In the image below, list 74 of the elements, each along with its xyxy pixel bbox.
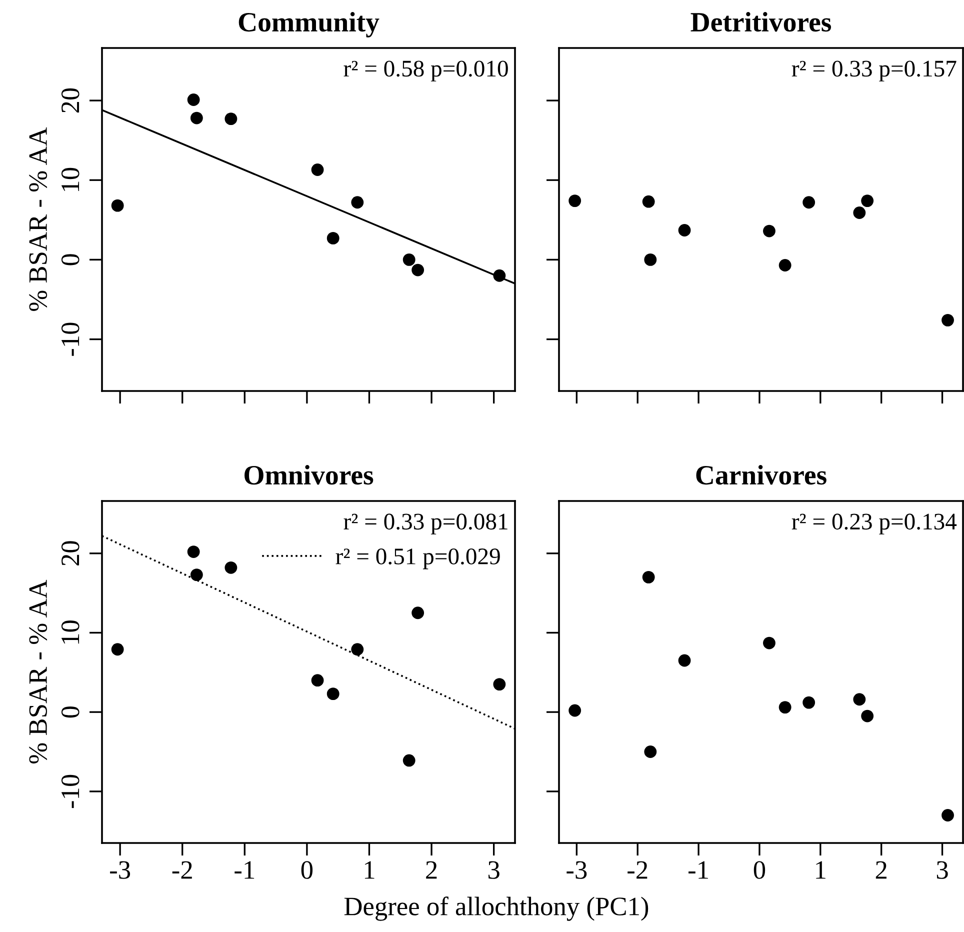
y-tick-label: 10 [61,168,80,191]
point [802,196,816,209]
point [778,259,792,272]
point [778,701,792,714]
x-tick-label: 3 [488,861,500,879]
y-tick-label: 0 [61,254,80,266]
point [493,269,506,282]
x-tick-label: 1 [816,861,826,879]
point [642,570,655,584]
point [311,164,324,176]
point [763,224,776,238]
x-tick-label: 3 [936,861,948,879]
point [568,704,582,717]
x-tick-label: 0 [754,861,766,879]
x-tick-label: -1 [688,861,708,879]
x-tick-label: -2 [172,861,192,879]
y-axis-title: % BSAR - % AA [29,580,48,764]
point [187,94,200,106]
x-tick-label: 0 [301,861,313,879]
legend-label: r² = 0.51 p=0.029 [336,548,500,570]
y-tick-label: -10 [61,322,80,356]
point [412,606,424,620]
x-tick-label: -3 [110,861,130,879]
point [942,314,954,326]
point [326,688,340,700]
y-axis-title: % BSAR - % AA [29,127,48,311]
x-tick-label: -3 [566,861,587,879]
annotation: r² = 0.23 p=0.134 [792,514,957,534]
x-axis-title: Degree of allochthony (PC1) [344,896,648,921]
point [402,253,416,266]
point [190,568,203,582]
point [763,636,776,650]
point [351,643,364,656]
annotation: r² = 0.33 p=0.157 [792,60,956,82]
chart-title: Detritivores [690,12,832,32]
point [802,696,816,709]
point [326,232,340,244]
point [224,112,238,126]
point [493,678,506,691]
point [853,693,866,706]
point [111,199,124,212]
point [351,196,364,209]
point [224,561,238,574]
point [861,194,874,208]
point [568,194,582,208]
point [311,674,324,687]
point [642,195,655,208]
x-tick-label: -1 [234,861,254,879]
y-tick-label: 20 [61,541,80,566]
chart-title: Carnivores [696,465,826,485]
point [111,643,124,656]
y-tick-label: -10 [61,774,80,808]
point [190,112,203,124]
x-tick-label: -2 [628,861,648,879]
point [644,253,657,266]
point [644,746,657,758]
x-tick-label: 1 [364,861,374,879]
y-tick-label: 0 [61,706,80,718]
x-tick-label: 2 [876,861,886,879]
point [861,710,874,722]
point [678,224,691,236]
annotation: r² = 0.58 p=0.010 [344,60,508,82]
chart-title: Community [238,12,380,38]
annotation: r² = 0.33 p=0.081 [344,514,508,534]
chart-title: Omnivores [244,465,374,485]
point [853,206,866,219]
point [402,754,416,767]
y-tick-label: 20 [61,88,80,113]
point [412,264,424,276]
x-tick-label: 2 [426,861,437,879]
point [187,546,200,558]
point [942,809,954,822]
point [678,654,691,667]
y-tick-label: 10 [61,620,80,644]
